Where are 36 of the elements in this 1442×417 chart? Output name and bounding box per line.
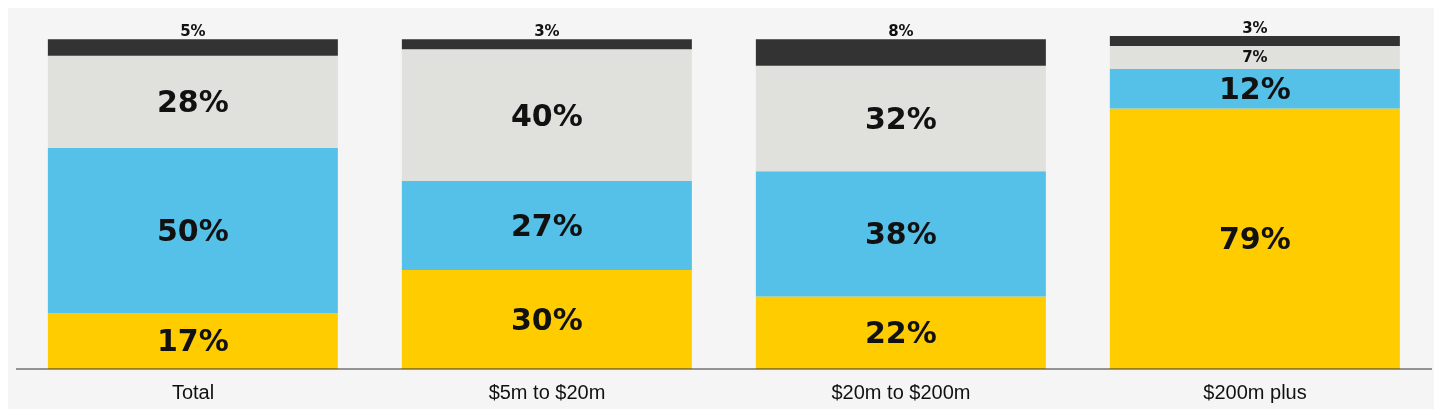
- data-label: 3%: [1242, 19, 1268, 37]
- bar: [1109, 45, 1400, 69]
- x-tick-label: $5m to $20m: [488, 381, 606, 404]
- bar: [401, 49, 692, 182]
- bar: [755, 39, 1046, 66]
- data-label: 12%: [1218, 71, 1291, 107]
- data-label: 30%: [510, 302, 583, 338]
- bar: [1109, 68, 1400, 109]
- data-label: 22%: [864, 315, 937, 351]
- data-label: 3%: [534, 22, 560, 41]
- bar: [1109, 108, 1400, 369]
- x-tick-label: $20m to $200m: [831, 381, 971, 404]
- bar: [47, 39, 338, 56]
- bar: [755, 65, 1046, 172]
- x-tick-label: $200m plus: [1203, 381, 1307, 404]
- bar: [401, 270, 692, 369]
- data-label: 79%: [1218, 221, 1291, 257]
- bar: [401, 181, 692, 271]
- data-label: 27%: [510, 208, 583, 244]
- bar: [755, 171, 1046, 297]
- data-label: 28%: [156, 84, 229, 120]
- bar: [1109, 36, 1400, 46]
- data-label: 7%: [1242, 48, 1268, 67]
- data-label: 32%: [864, 100, 937, 136]
- data-label: 8%: [888, 22, 914, 41]
- bar: [755, 296, 1046, 369]
- bar: [47, 312, 338, 369]
- x-tick-label: Total: [171, 381, 215, 404]
- bar: [47, 148, 338, 313]
- data-label: 40%: [510, 97, 583, 133]
- bar: [47, 55, 338, 149]
- data-label: 50%: [156, 213, 229, 249]
- data-label: 5%: [180, 22, 206, 41]
- data-label: 38%: [864, 216, 937, 252]
- bar: [401, 39, 692, 50]
- data-label: 17%: [156, 323, 229, 359]
